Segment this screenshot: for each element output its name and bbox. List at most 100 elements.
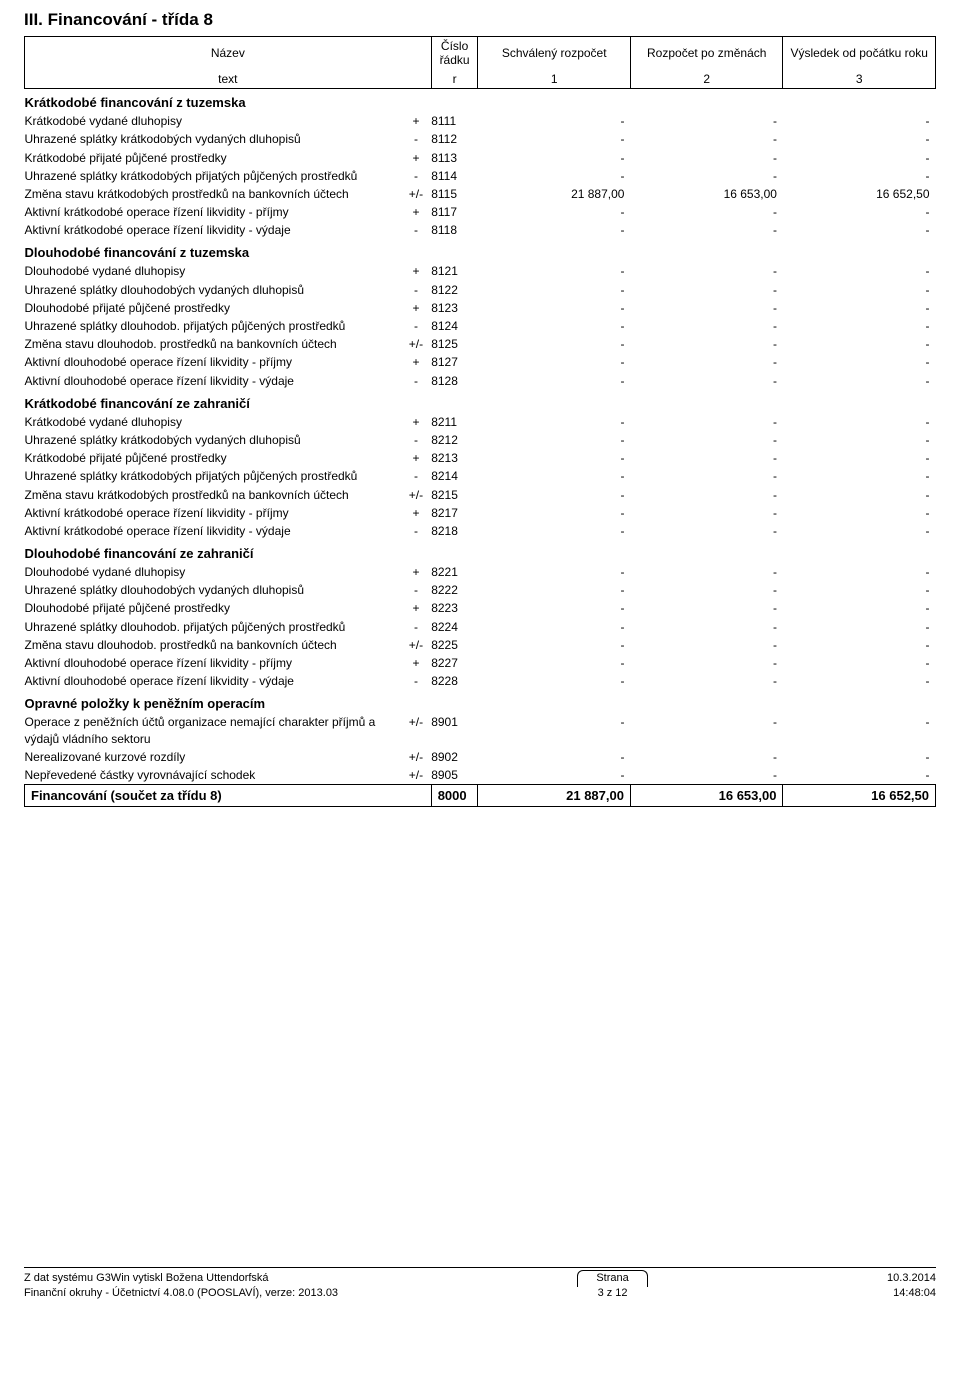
row-v2: - — [630, 654, 783, 672]
row-name: Aktivní krátkodobé operace řízení likvid… — [25, 504, 401, 522]
row-v3: - — [783, 335, 936, 353]
footer-strana-box: Strana — [577, 1270, 647, 1287]
row-sign: - — [401, 581, 432, 599]
row-name: Aktivní dlouhodobé operace řízení likvid… — [25, 353, 401, 371]
row-name: Změna stavu krátkodobých prostředků na b… — [25, 185, 401, 203]
row-name: Nepřevedené částky vyrovnávající schodek — [25, 766, 401, 785]
row-number: 8123 — [431, 299, 478, 317]
row-sign: + — [401, 413, 432, 431]
table-row: Operace z peněžních účtů organizace nema… — [25, 713, 936, 747]
table-row: Krátkodobé vydané dluhopisy+8111--- — [25, 112, 936, 130]
row-v3: - — [783, 618, 936, 636]
row-number: 8117 — [431, 203, 478, 221]
row-v2: - — [630, 112, 783, 130]
hdr-col3: Výsledek od počátku roku — [783, 37, 936, 70]
row-name: Aktivní dlouhodobé operace řízení likvid… — [25, 672, 401, 690]
row-v2: - — [630, 413, 783, 431]
row-v1: - — [478, 372, 631, 390]
row-name: Uhrazené splátky krátkodobých vydaných d… — [25, 431, 401, 449]
footer-mid: Strana 3 z 12 — [577, 1270, 647, 1301]
grand-total-row-no: 8000 — [431, 785, 478, 807]
row-sign: +/- — [401, 766, 432, 785]
section-header: Dlouhodobé financování ze zahraničí — [25, 540, 936, 563]
section-label: Krátkodobé financování ze zahraničí — [25, 390, 936, 413]
row-v2: - — [630, 335, 783, 353]
row-v1: - — [478, 618, 631, 636]
row-v1: - — [478, 486, 631, 504]
row-v1: - — [478, 467, 631, 485]
footer-left: Z dat systému G3Win vytiskl Božena Utten… — [24, 1271, 338, 1301]
row-name: Krátkodobé vydané dluhopisy — [25, 413, 401, 431]
row-v1: - — [478, 281, 631, 299]
row-v3: - — [783, 262, 936, 280]
table-row: Uhrazené splátky krátkodobých přijatých … — [25, 467, 936, 485]
row-sign: - — [401, 672, 432, 690]
hdr-col1: Schválený rozpočet — [478, 37, 631, 70]
table-row: Dlouhodobé přijaté půjčené prostředky+82… — [25, 599, 936, 617]
row-v3: - — [783, 167, 936, 185]
row-number: 8221 — [431, 563, 478, 581]
row-name: Dlouhodobé vydané dluhopisy — [25, 563, 401, 581]
row-v2: - — [630, 431, 783, 449]
row-v2: - — [630, 203, 783, 221]
row-name: Krátkodobé přijaté půjčené prostředky — [25, 449, 401, 467]
row-sign: + — [401, 563, 432, 581]
row-v2: - — [630, 748, 783, 766]
hdr-col3-key: 3 — [783, 70, 936, 89]
table-row: Změna stavu krátkodobých prostředků na b… — [25, 486, 936, 504]
page: III. Financování - třída 8 Název Číslo ř… — [0, 0, 960, 1390]
row-sign: + — [401, 449, 432, 467]
row-v1: - — [478, 672, 631, 690]
table-row: Uhrazené splátky krátkodobých vydaných d… — [25, 130, 936, 148]
row-number: 8121 — [431, 262, 478, 280]
section-label: Opravné položky k peněžním operacím — [25, 690, 936, 713]
table-row: Dlouhodobé vydané dluhopisy+8221--- — [25, 563, 936, 581]
row-name: Krátkodobé přijaté půjčené prostředky — [25, 149, 401, 167]
row-sign: - — [401, 431, 432, 449]
row-number: 8224 — [431, 618, 478, 636]
row-number: 8213 — [431, 449, 478, 467]
row-v1: - — [478, 449, 631, 467]
row-sign: +/- — [401, 713, 432, 747]
row-sign: + — [401, 504, 432, 522]
row-sign: + — [401, 149, 432, 167]
row-v2: 16 653,00 — [630, 185, 783, 203]
row-number: 8122 — [431, 281, 478, 299]
row-sign: + — [401, 599, 432, 617]
row-v1: - — [478, 167, 631, 185]
row-sign: - — [401, 467, 432, 485]
row-v1: - — [478, 299, 631, 317]
row-v2: - — [630, 449, 783, 467]
row-v3: - — [783, 221, 936, 239]
table-row: Uhrazené splátky krátkodobých vydaných d… — [25, 431, 936, 449]
row-sign: - — [401, 167, 432, 185]
hdr-col2-key: 2 — [630, 70, 783, 89]
footer-printed-by: Z dat systému G3Win vytiskl Božena Utten… — [24, 1271, 338, 1286]
row-number: 8212 — [431, 431, 478, 449]
row-sign: +/- — [401, 335, 432, 353]
row-name: Aktivní krátkodobé operace řízení likvid… — [25, 522, 401, 540]
row-sign: - — [401, 522, 432, 540]
row-v2: - — [630, 713, 783, 747]
row-v3: - — [783, 467, 936, 485]
row-name: Uhrazené splátky dlouhodobých vydaných d… — [25, 281, 401, 299]
row-v3: - — [783, 449, 936, 467]
row-v2: - — [630, 353, 783, 371]
row-v3: 16 652,50 — [783, 185, 936, 203]
row-v2: - — [630, 672, 783, 690]
row-v2: - — [630, 599, 783, 617]
grand-total-v1: 21 887,00 — [478, 785, 631, 807]
row-v3: - — [783, 299, 936, 317]
hdr-col2: Rozpočet po změnách — [630, 37, 783, 70]
row-sign: - — [401, 317, 432, 335]
row-v1: - — [478, 353, 631, 371]
section-label: Dlouhodobé financování z tuzemska — [25, 239, 936, 262]
row-sign: - — [401, 281, 432, 299]
table-row: Aktivní krátkodobé operace řízení likvid… — [25, 504, 936, 522]
row-v1: - — [478, 335, 631, 353]
row-sign: - — [401, 130, 432, 148]
row-v3: - — [783, 504, 936, 522]
spacer — [24, 807, 936, 1267]
row-v3: - — [783, 317, 936, 335]
hdr-col1-key: 1 — [478, 70, 631, 89]
